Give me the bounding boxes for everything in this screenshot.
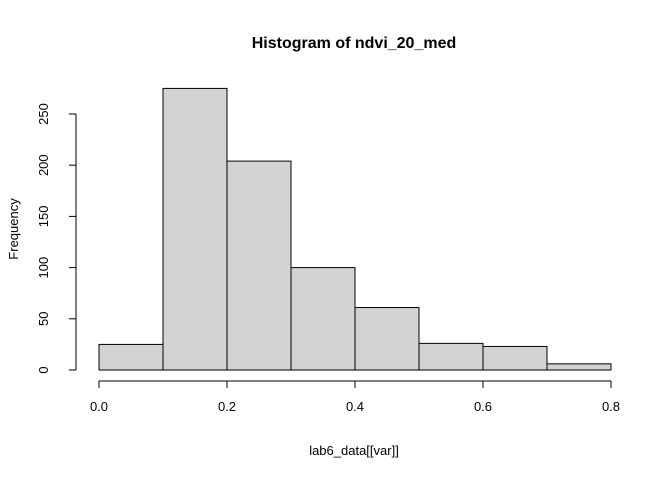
y-tick-label: 150 [36,206,51,228]
histogram-bar [290,267,356,371]
bars-group [98,87,612,371]
y-tick-label: 250 [36,103,51,125]
chart-title: Histogram of ndvi_20_med [252,35,457,52]
x-tick-label: 0.6 [474,399,492,414]
histogram-bar [482,345,548,371]
y-axis-label: Frequency [6,198,21,260]
x-tick-label: 0.2 [218,399,236,414]
x-tick-label: 0.4 [346,399,364,414]
y-tick-label: 0 [36,366,51,373]
histogram-bar [546,363,612,371]
histogram-bar [354,307,420,371]
x-axis-label: lab6_data[[var]] [309,443,399,458]
x-tick-label: 0.8 [602,399,620,414]
y-axis: 0 50 100 150 200 250 [36,103,77,374]
x-axis: 0.0 0.2 0.4 0.6 0.8 [90,380,620,414]
histogram-bar [226,160,292,371]
y-tick-label: 200 [36,154,51,176]
histogram-bar [98,343,164,371]
y-tick-label: 100 [36,257,51,279]
histogram-bar [162,87,228,371]
y-tick-label: 50 [36,312,51,326]
histogram-bar [418,342,484,371]
x-tick-label: 0.0 [90,399,108,414]
